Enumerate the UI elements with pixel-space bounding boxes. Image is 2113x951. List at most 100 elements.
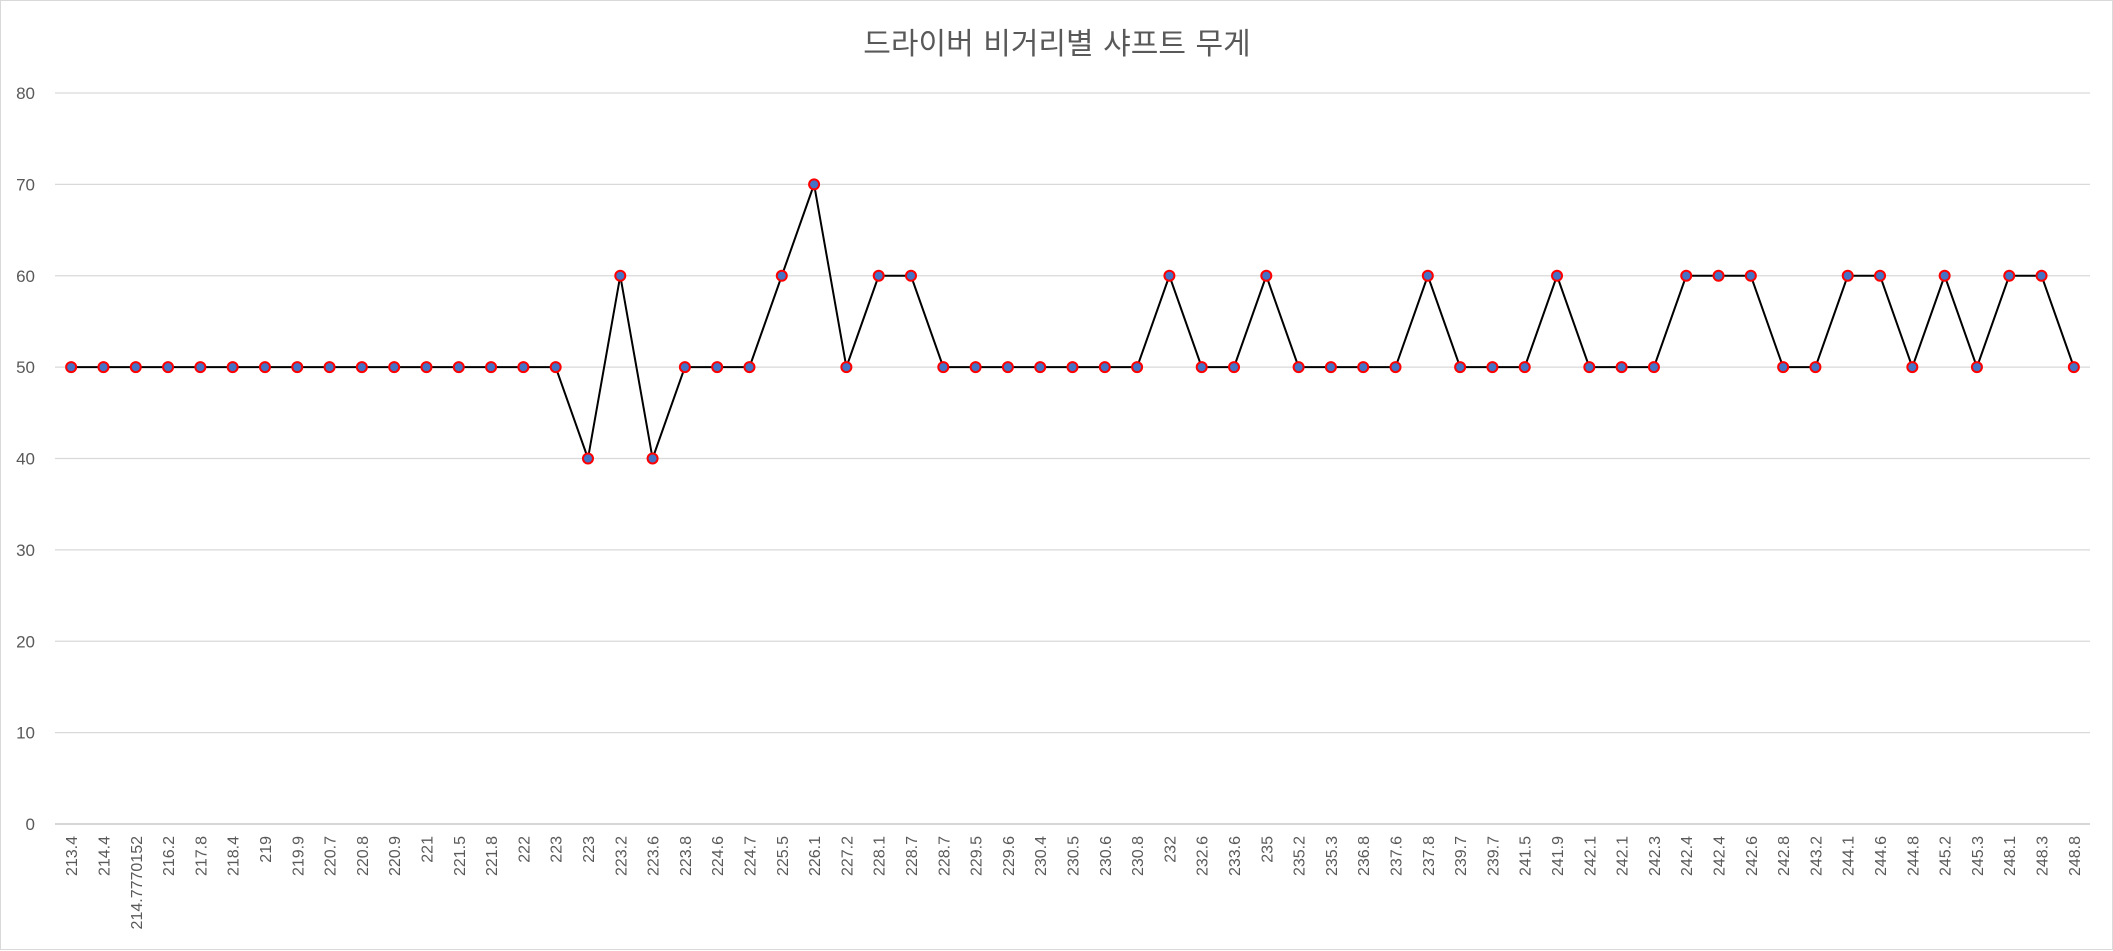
- x-tick-label: 220.9: [387, 836, 404, 876]
- x-tick-label: 242.1: [1615, 836, 1632, 876]
- data-point: [937, 361, 950, 374]
- data-point: [1389, 361, 1402, 374]
- x-tick-label: 245.2: [1938, 836, 1955, 876]
- data-point: [581, 452, 594, 465]
- data-point: [65, 361, 78, 374]
- x-tick-label: 223.2: [613, 836, 630, 876]
- x-tick-label: 237.8: [1421, 836, 1438, 876]
- x-tick-label: 218.4: [226, 836, 243, 876]
- data-point: [1292, 361, 1305, 374]
- data-point: [1744, 269, 1757, 282]
- x-axis-ticks: 213.4 214.4 214.7770152 216.2 217.8 218.4 219 2…: [64, 836, 2084, 930]
- x-tick-label: 228.1: [872, 836, 889, 876]
- x-tick-label: 220.8: [355, 836, 372, 876]
- y-tick-label: 40: [16, 450, 35, 469]
- x-tick-label: 242.4: [1679, 836, 1696, 876]
- data-point: [1680, 269, 1693, 282]
- data-point: [1066, 361, 1079, 374]
- data-point: [1324, 361, 1337, 374]
- data-point: [388, 361, 401, 374]
- data-point: [872, 269, 885, 282]
- data-point: [969, 361, 982, 374]
- series-line: [71, 183, 2075, 460]
- data-point: [775, 269, 788, 282]
- data-point: [646, 452, 659, 465]
- data-point: [452, 361, 465, 374]
- data-point: [1034, 361, 1047, 374]
- data-point: [840, 361, 853, 374]
- x-tick-label: 224.6: [710, 836, 727, 876]
- x-tick-label: 230.4: [1033, 836, 1050, 876]
- data-point: [1454, 361, 1467, 374]
- x-tick-label: 229.6: [1001, 836, 1018, 876]
- data-point: [162, 361, 175, 374]
- x-tick-label: 242.8: [1776, 836, 1793, 876]
- y-tick-label: 30: [16, 541, 35, 560]
- data-point: [743, 361, 756, 374]
- x-tick-label: 223.6: [646, 836, 663, 876]
- y-axis-ticks: 0 10 20 30 40 50 60 70 80: [16, 84, 35, 834]
- x-tick-label: 242.1: [1582, 836, 1599, 876]
- y-tick-label: 70: [16, 175, 35, 194]
- data-point: [1195, 361, 1208, 374]
- data-point: [291, 361, 304, 374]
- data-point: [1583, 361, 1596, 374]
- x-tick-label: 228.7: [904, 836, 921, 876]
- x-tick-label: 232: [1162, 836, 1179, 863]
- x-tick-label: 241.9: [1550, 836, 1567, 876]
- y-tick-label: 20: [16, 632, 35, 651]
- data-point: [97, 361, 110, 374]
- x-tick-label: 228.7: [936, 836, 953, 876]
- data-point: [808, 178, 821, 191]
- x-tick-label: 244.1: [1841, 836, 1858, 876]
- y-tick-label: 50: [16, 358, 35, 377]
- x-tick-label: 235.3: [1324, 836, 1341, 876]
- data-point: [1098, 361, 1111, 374]
- x-tick-label: 239.7: [1453, 836, 1470, 876]
- x-tick-label: 239.7: [1485, 836, 1502, 876]
- x-tick-label: 216.2: [161, 836, 178, 876]
- y-tick-label: 10: [16, 724, 35, 743]
- x-tick-label: 233.6: [1227, 836, 1244, 876]
- x-tick-label: 235: [1259, 836, 1276, 863]
- data-point: [1874, 269, 1887, 282]
- x-tick-label: 230.5: [1066, 836, 1083, 876]
- data-point: [1421, 269, 1434, 282]
- data-point: [1809, 361, 1822, 374]
- data-point: [1131, 361, 1144, 374]
- data-point: [2067, 361, 2080, 374]
- data-point: [2035, 269, 2048, 282]
- data-point: [1357, 361, 1370, 374]
- gridlines: [55, 92, 2090, 825]
- data-point: [549, 361, 562, 374]
- data-point: [1163, 269, 1176, 282]
- x-tick-label: 243.2: [1808, 836, 1825, 876]
- data-point: [1615, 361, 1628, 374]
- x-tick-label: 248.8: [2067, 836, 2084, 876]
- x-tick-label: 229.5: [969, 836, 986, 876]
- x-tick-label: 219: [258, 836, 275, 863]
- data-point: [1486, 361, 1499, 374]
- data-point: [129, 361, 142, 374]
- x-tick-label: 242.4: [1712, 836, 1729, 876]
- data-point: [1938, 269, 1951, 282]
- data-point: [614, 269, 627, 282]
- data-point: [1518, 361, 1531, 374]
- data-point: [1001, 361, 1014, 374]
- x-tick-label: 227.2: [839, 836, 856, 876]
- data-point: [1228, 361, 1241, 374]
- x-tick-label: 242.6: [1744, 836, 1761, 876]
- data-point: [485, 361, 498, 374]
- x-tick-label: 226.1: [807, 836, 824, 876]
- data-point: [258, 361, 271, 374]
- data-point: [1970, 361, 1983, 374]
- x-tick-label: 225.5: [775, 836, 792, 876]
- x-tick-label: 230.8: [1130, 836, 1147, 876]
- x-tick-label: 232.6: [1195, 836, 1212, 876]
- x-tick-label: 241.5: [1518, 836, 1535, 876]
- x-tick-label: 221.5: [452, 836, 469, 876]
- x-tick-label: 235.2: [1292, 836, 1309, 876]
- data-point: [1551, 269, 1564, 282]
- data-point: [323, 361, 336, 374]
